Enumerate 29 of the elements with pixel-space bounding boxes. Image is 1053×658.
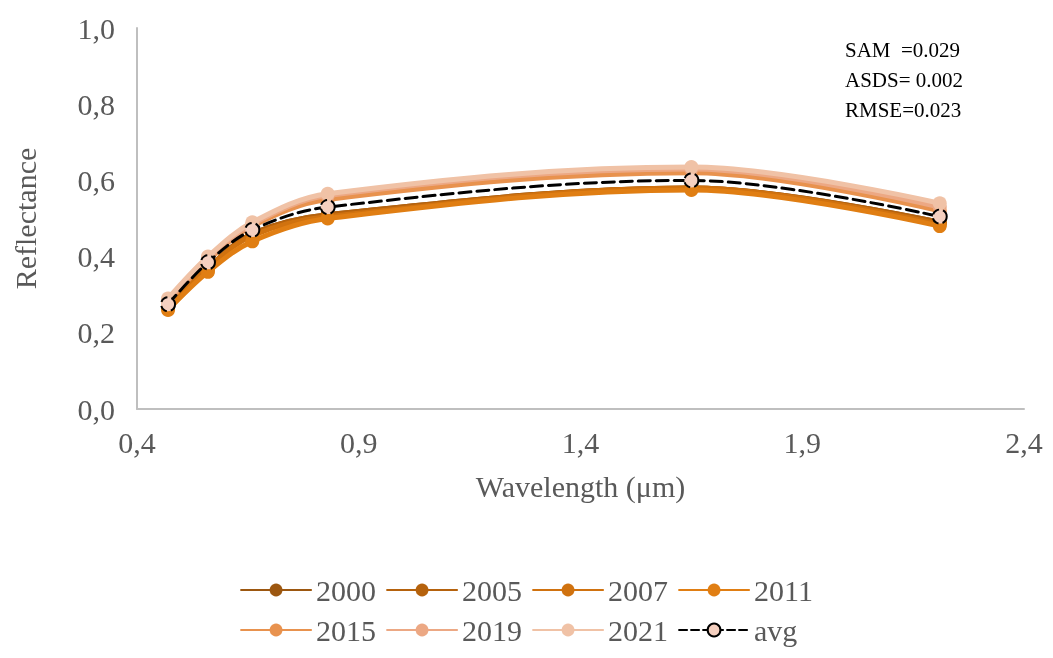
legend-label: 2015: [316, 613, 377, 647]
legend-label: 2019: [462, 613, 523, 647]
y-tick-label: 0,2: [77, 316, 115, 350]
legend-label: avg: [754, 613, 798, 647]
x-tick-label: 1,9: [783, 425, 821, 459]
x-tick-label: 0,4: [118, 425, 156, 459]
y-axis-title: Reflectance: [8, 147, 42, 290]
point: [932, 196, 947, 211]
y-tick-label: 0,0: [77, 392, 115, 426]
annotation: ASDS= 0.002: [844, 68, 964, 92]
annotation: SAM =0.029: [844, 38, 961, 62]
legend-label: 2007: [608, 573, 669, 607]
x-tick-label: 0,9: [340, 425, 378, 459]
point: [931, 208, 948, 225]
y-tick-label: 0,4: [77, 240, 115, 274]
legend-label: 2011: [754, 573, 813, 607]
legend-label: 2005: [462, 573, 523, 607]
x-tick-label: 2,4: [1005, 425, 1043, 459]
legend-label: 2000: [316, 573, 377, 607]
point: [244, 221, 261, 238]
legend-label: 2021: [608, 613, 669, 647]
y-tick-label: 1,0: [77, 11, 115, 45]
y-tick-label: 0,8: [77, 87, 115, 121]
point: [319, 199, 336, 216]
y-tick-label: 0,6: [77, 163, 115, 197]
x-tick-label: 1,4: [561, 425, 600, 459]
annotation: RMSE=0.023: [844, 98, 962, 122]
point: [683, 172, 700, 189]
x-axis-title: Wavelength (μm): [475, 469, 686, 504]
